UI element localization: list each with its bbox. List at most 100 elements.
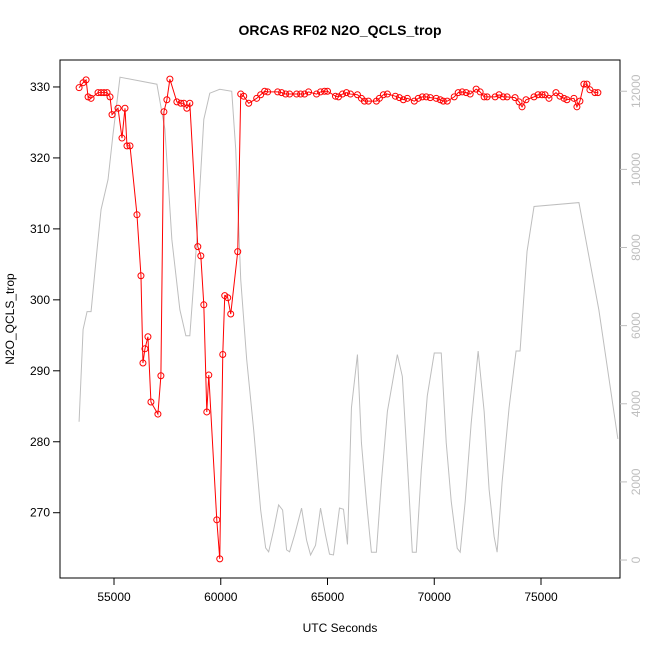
- data-point: [177, 99, 185, 107]
- data-point: [580, 80, 588, 88]
- data-point: [163, 96, 171, 104]
- data-point: [491, 93, 499, 101]
- x-axis-label: UTC Seconds: [303, 621, 378, 635]
- y-axis-label: N2O_QCLS_trop: [3, 273, 17, 365]
- y-tick-label: 280: [30, 435, 50, 449]
- data-point: [121, 104, 129, 112]
- data-point: [313, 90, 321, 98]
- data-point: [439, 97, 447, 105]
- x-tick-label: 75000: [524, 590, 558, 604]
- data-point: [324, 87, 332, 95]
- y2-tick-label: 6000: [629, 312, 643, 339]
- data-point: [443, 97, 451, 105]
- data-point: [342, 89, 350, 97]
- data-point: [321, 87, 329, 95]
- data-point: [126, 142, 134, 150]
- data-point: [108, 111, 116, 119]
- data-point: [137, 272, 145, 280]
- data-point: [418, 93, 426, 101]
- data-point: [261, 87, 269, 95]
- data-point: [224, 294, 232, 302]
- data-point: [317, 88, 325, 96]
- data-point: [395, 94, 403, 102]
- y2-tick-label: 8000: [629, 234, 643, 261]
- data-point: [522, 96, 530, 104]
- data-point: [454, 89, 462, 97]
- data-point: [391, 92, 399, 100]
- data-point: [503, 93, 511, 101]
- data-point: [205, 371, 213, 379]
- data-point: [583, 80, 591, 88]
- data-point: [576, 97, 584, 105]
- data-point: [293, 90, 301, 98]
- data-point: [253, 94, 261, 102]
- chart-title: ORCAS RF02 N2O_QCLS_trop: [238, 22, 441, 38]
- data-point: [227, 310, 235, 318]
- data-point: [570, 94, 578, 102]
- data-point: [194, 243, 202, 251]
- y2-tick-label: 2000: [629, 468, 643, 495]
- data-point: [75, 84, 83, 92]
- data-point: [346, 90, 354, 98]
- y2-tick-label: 4000: [629, 390, 643, 417]
- data-point: [118, 134, 126, 142]
- y-tick-label: 320: [30, 151, 50, 165]
- data-point: [144, 333, 152, 341]
- data-point: [403, 94, 411, 102]
- data-point: [375, 94, 383, 102]
- data-point: [183, 104, 191, 112]
- data-point: [186, 99, 194, 107]
- data-point: [495, 91, 503, 99]
- data-point: [213, 516, 221, 524]
- y2-tick-label: 12000: [629, 74, 643, 108]
- data-point: [274, 88, 282, 96]
- data-point: [264, 88, 272, 96]
- data-point: [257, 91, 265, 99]
- data-point: [476, 88, 484, 96]
- data-point: [166, 75, 174, 83]
- y-tick-label: 310: [30, 222, 50, 236]
- data-point: [123, 142, 131, 150]
- data-point: [245, 99, 253, 107]
- data-point: [466, 90, 474, 98]
- data-point: [432, 94, 440, 102]
- data-point: [197, 252, 205, 260]
- data-point: [530, 93, 538, 101]
- data-point: [157, 372, 165, 380]
- data-point: [483, 93, 491, 101]
- data-point: [147, 398, 155, 406]
- data-point: [240, 92, 248, 100]
- data-point: [297, 90, 305, 98]
- data-point: [100, 89, 108, 97]
- data-point: [353, 91, 361, 99]
- x-tick-label: 70000: [418, 590, 452, 604]
- data-point: [173, 98, 181, 106]
- data-point: [462, 89, 470, 97]
- data-point: [200, 301, 208, 309]
- y-tick-label: 300: [30, 293, 50, 307]
- data-point: [541, 91, 549, 99]
- data-point: [364, 97, 372, 105]
- data-point: [114, 104, 122, 112]
- data-point: [154, 410, 162, 418]
- data-point: [379, 91, 387, 99]
- data-point: [422, 93, 430, 101]
- data-line: [78, 76, 619, 557]
- data-point: [234, 248, 242, 256]
- plot-frame: [59, 59, 621, 579]
- y-tick-label: 290: [30, 364, 50, 378]
- data-point: [518, 103, 526, 111]
- data-point: [450, 93, 458, 101]
- data-point: [511, 94, 519, 102]
- y-tick-label: 270: [30, 506, 50, 520]
- y2-tick-label: 10000: [629, 152, 643, 186]
- data-point: [383, 90, 391, 98]
- data-point: [82, 76, 90, 84]
- data-point: [458, 88, 466, 96]
- data-point: [594, 89, 602, 97]
- data-point: [563, 96, 571, 104]
- data-line: [78, 78, 598, 559]
- data-point: [591, 89, 599, 97]
- data-point: [499, 93, 507, 101]
- x-tick-label: 60000: [204, 590, 238, 604]
